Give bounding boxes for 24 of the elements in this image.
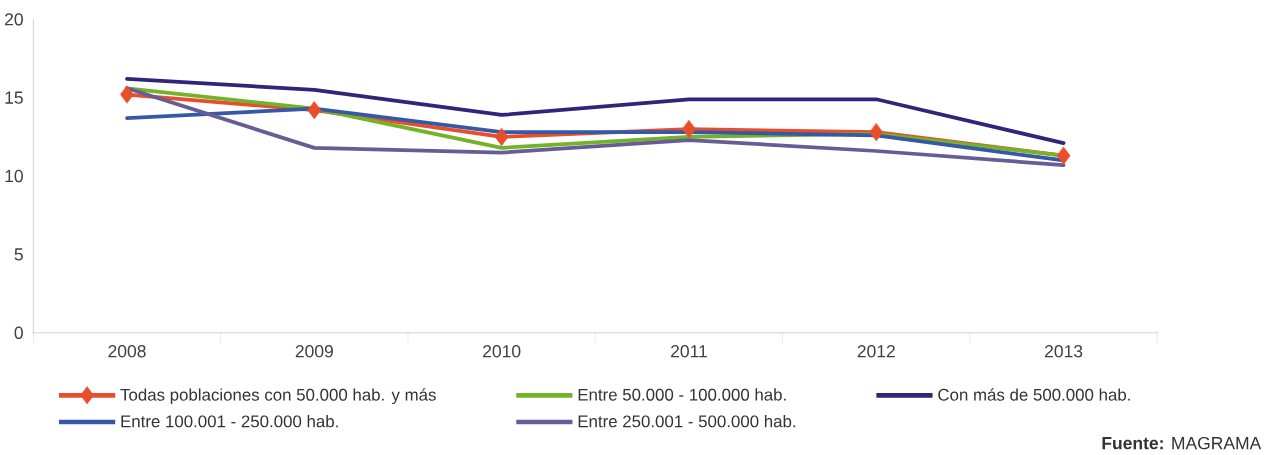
line-series (125, 77, 1066, 146)
legend-label: Entre 100.001 - 250.000 hab. (121, 415, 338, 428)
y-tick-label: 0 (14, 326, 23, 340)
x-tick-label: 2008 (108, 345, 146, 358)
x-tick-label: 2012 (857, 345, 895, 358)
legend-label: Entre 50.000 - 100.000 hab. (578, 388, 786, 401)
point (869, 123, 884, 142)
point (120, 85, 134, 104)
y-tick-label: 10 (5, 170, 23, 183)
point (494, 128, 509, 147)
point (682, 120, 696, 139)
legend-label: Entre 250.001 - 500.000 hab. (578, 415, 796, 428)
y-tick-label: 15 (5, 91, 23, 105)
y-tick-label: 20 (5, 13, 23, 26)
text: Fuente: MAGRAMA (1102, 437, 1262, 450)
x-tick-label: 2013 (1045, 345, 1083, 358)
legend-label: Con más de 500.000 hab. (938, 388, 1130, 401)
legend-label: Todas poblaciones con 50.000 hab. y más (120, 388, 436, 405)
x-tick-label: 2009 (295, 345, 333, 358)
x-tick-label: 2010 (483, 345, 521, 358)
x-tick-label: 2011 (671, 345, 707, 358)
point (307, 101, 322, 120)
point (1056, 146, 1071, 165)
y-tick-label: 5 (14, 248, 23, 261)
